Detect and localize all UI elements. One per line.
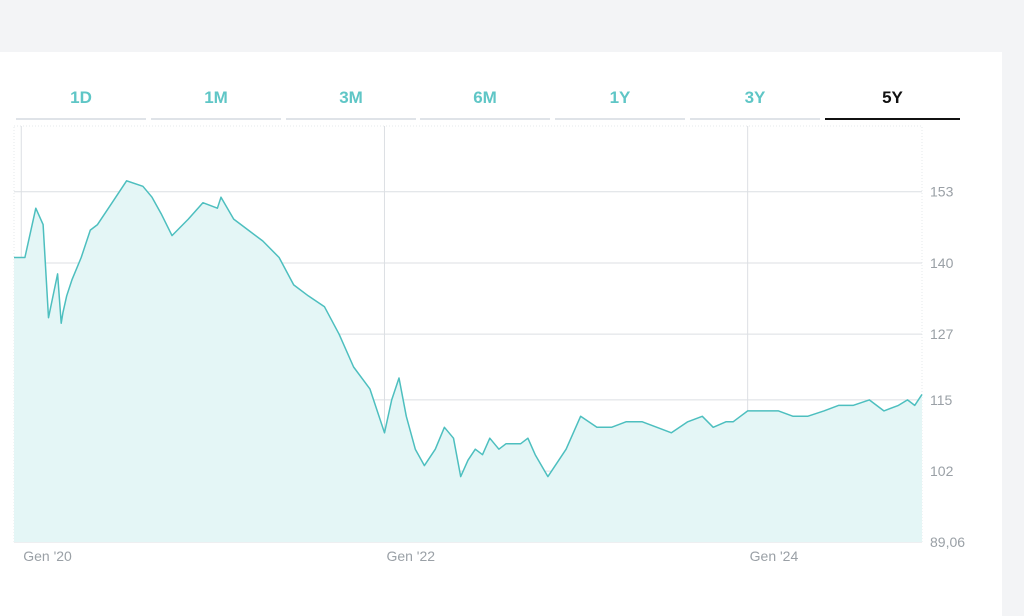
y-tick-label: 89,06 [930,534,965,550]
tab-1m[interactable]: 1M [204,88,228,107]
tab-5y-underline [825,118,960,120]
tab-1m-underline [151,118,281,120]
series-area [14,180,922,543]
timeframe-tabs: 1D 1M 3M 6M 1Y 3Y 5Y [0,52,1002,122]
y-tick-label: 102 [930,463,954,479]
y-tick-label: 140 [930,255,954,271]
chart-card: 1D 1M 3M 6M 1Y 3Y 5Y 153 140 127 115 102 89,0… [0,52,1002,616]
series-line [14,180,923,478]
x-tick-label: Gen '20 [23,548,72,564]
x-tick-label: Gen '22 [386,548,435,564]
tab-5y[interactable]: 5Y [882,88,903,107]
y-tick-label: 153 [930,184,954,200]
tab-1y-underline [555,118,685,120]
y-tick-label: 127 [930,326,954,342]
tab-1y[interactable]: 1Y [609,88,631,107]
tab-3m-underline [286,118,416,120]
tab-1d[interactable]: 1D [70,88,92,107]
y-tick-label: 115 [930,392,953,408]
tab-6m-underline [420,118,550,120]
x-tick-label: Gen '24 [750,548,799,564]
tab-1d-underline [16,118,146,120]
tab-3y[interactable]: 3Y [744,88,766,107]
price-chart: 153 140 127 115 102 89,06 Gen '20 Gen '22 Gen '2… [13,125,965,564]
tab-6m[interactable]: 6M [473,88,497,107]
tab-3m[interactable]: 3M [339,88,363,107]
tab-3y-underline [690,118,820,120]
